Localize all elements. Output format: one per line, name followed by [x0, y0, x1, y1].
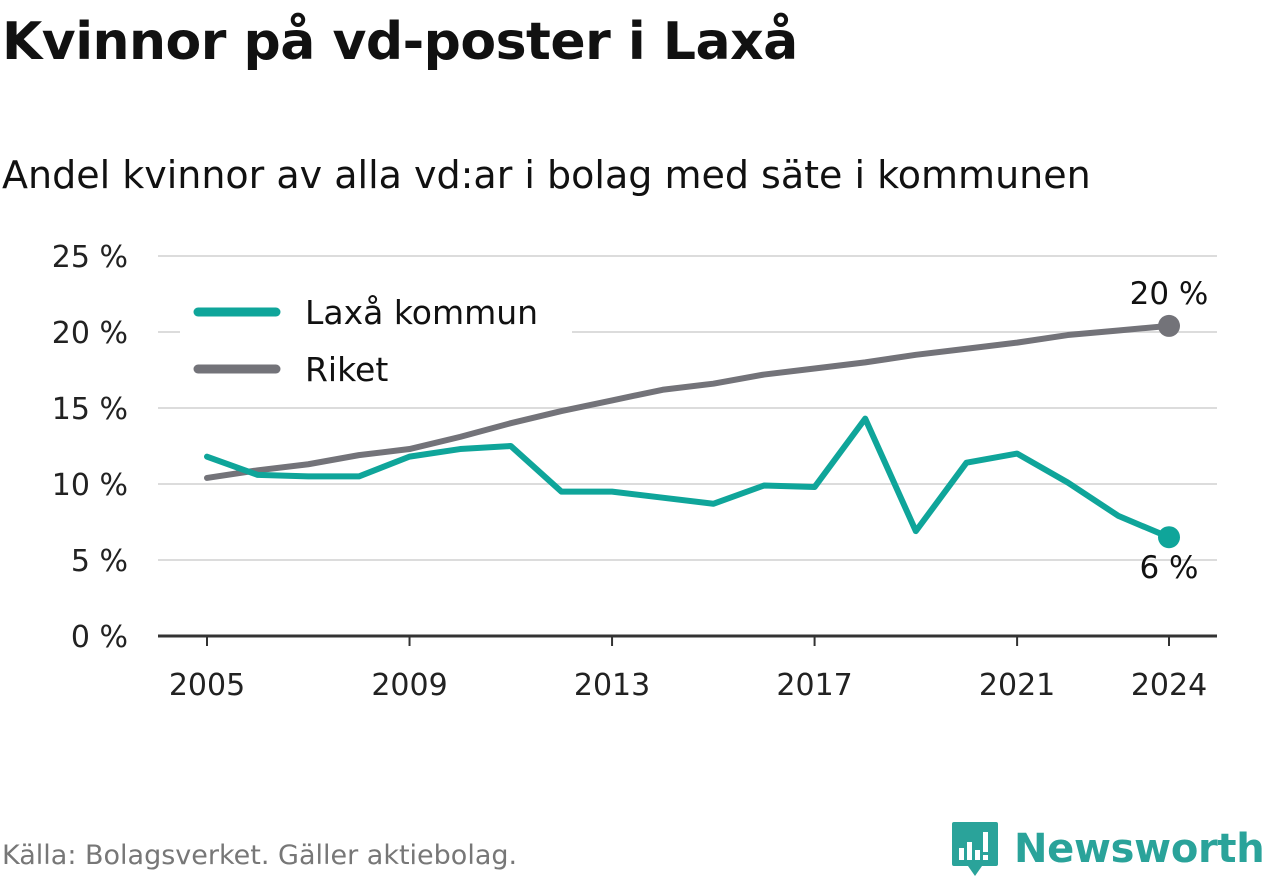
x-axis: 2005 2009 2013 2017 2021 2024 — [158, 634, 1217, 703]
y-axis-ticks: 0 % 5 % 10 % 15 % 20 % 25 % — [52, 240, 128, 655]
legend-label-laxa: Laxå kommun — [305, 293, 538, 332]
series-line-laxa — [204, 415, 1172, 541]
end-point-riket — [1158, 314, 1180, 337]
legend: Laxå kommun Riket — [180, 284, 572, 396]
y-tick-label: 25 % — [52, 240, 128, 275]
legend-background — [180, 284, 572, 396]
brand-name: Newsworthy — [1014, 826, 1262, 872]
series-lines — [204, 314, 1180, 549]
source-note: Källa: Bolagsverket. Gäller aktiebolag. — [2, 840, 518, 871]
y-tick-label: 10 % — [52, 468, 128, 503]
y-tick-label: 0 % — [71, 620, 128, 655]
x-tick-label: 2017 — [776, 668, 852, 703]
newsworthy-logo-icon — [952, 822, 998, 876]
y-tick-label: 5 % — [71, 544, 128, 579]
x-tick-label: 2024 — [1131, 668, 1207, 703]
end-point-laxa — [1158, 526, 1180, 549]
end-labels: 20 % 6 % — [1130, 276, 1209, 586]
x-tick-label: 2021 — [979, 668, 1055, 703]
x-tick-label: 2009 — [371, 668, 447, 703]
chart-title: Kvinnor på vd-poster i Laxå — [2, 12, 798, 72]
legend-label-riket: Riket — [305, 350, 388, 389]
series-line-riket — [204, 322, 1172, 481]
x-tick-label: 2005 — [169, 668, 245, 703]
y-tick-label: 15 % — [52, 392, 128, 427]
y-tick-label: 20 % — [52, 316, 128, 351]
end-label-riket: 20 % — [1130, 276, 1209, 312]
chart-subtitle: Andel kvinnor av alla vd:ar i bolag med … — [2, 153, 1091, 197]
end-label-laxa: 6 % — [1139, 550, 1198, 586]
brand-logo-block: Newsworthy — [950, 818, 1262, 880]
x-tick-label: 2013 — [574, 668, 650, 703]
